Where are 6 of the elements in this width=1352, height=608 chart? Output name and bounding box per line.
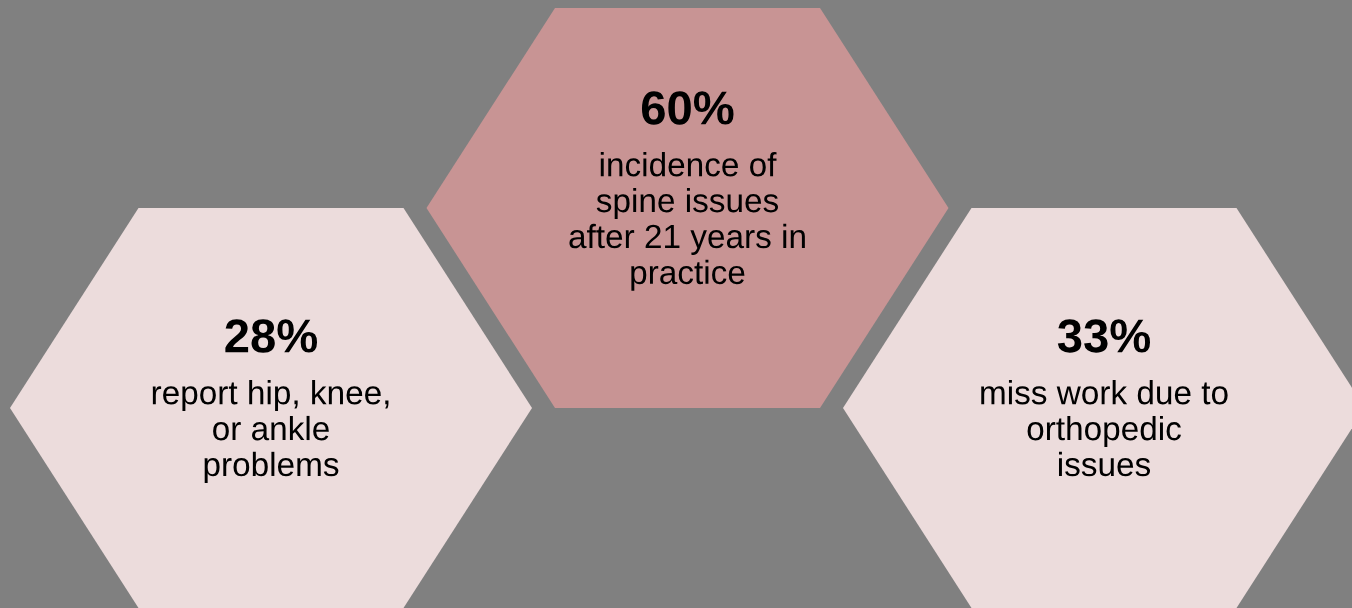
data-label: 28% bbox=[225, 319, 318, 353]
data-label: 33% bbox=[1057, 319, 1151, 353]
category-label: incidence of spine issues after 21 years in practice bbox=[569, 152, 805, 291]
category-label: report hip, knee, or ankle problems bbox=[152, 380, 389, 483]
data-label: 60% bbox=[641, 91, 734, 125]
category-label: miss work due to orthopedic issues bbox=[981, 380, 1228, 477]
